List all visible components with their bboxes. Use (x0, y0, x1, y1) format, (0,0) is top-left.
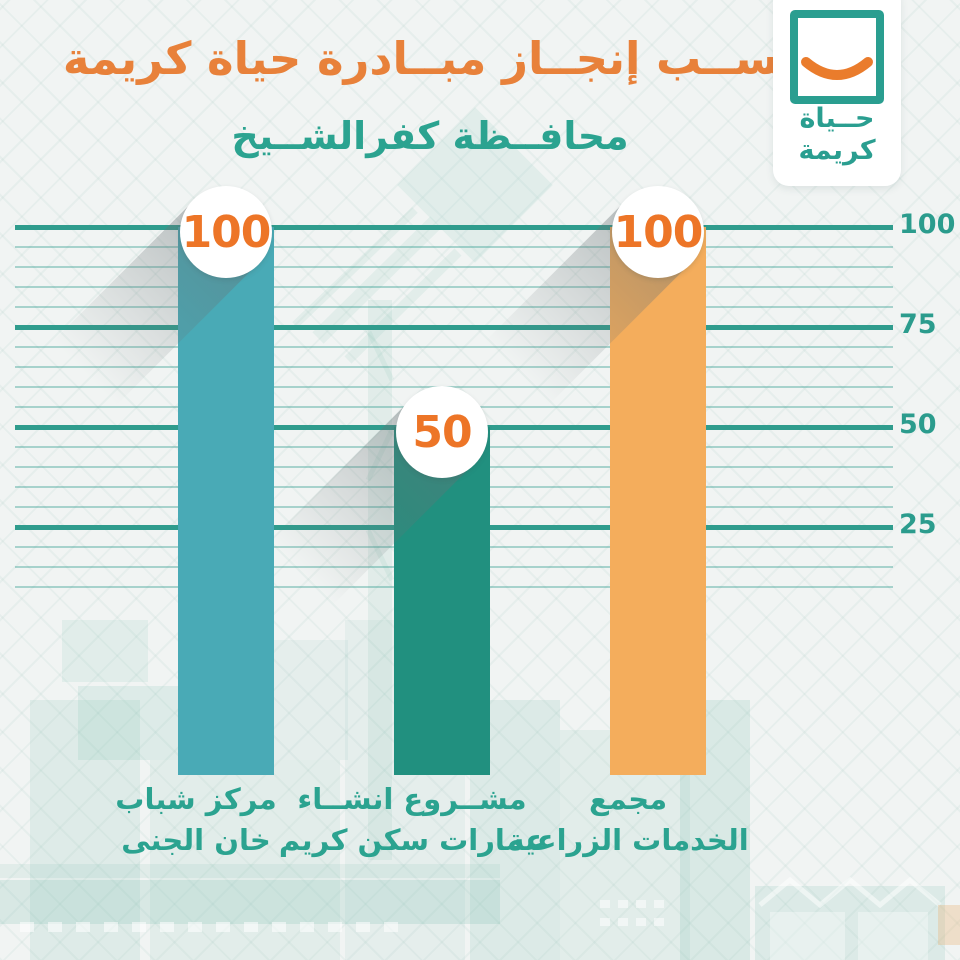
bar-label-line2: عمارات سكن كريم (278, 823, 546, 857)
bar-category-label: مركز شباب خان الجنى (56, 779, 336, 861)
bar-label-line1: مجمع (588, 782, 668, 816)
gridline-minor (15, 286, 893, 288)
bar-category-label: مشــروع انشــاء عمارات سكن كريم (272, 779, 552, 861)
bar-category-label: مجمع الخدمات الزراعية (488, 779, 768, 861)
y-axis-tick-label: 75 (899, 309, 937, 340)
gridline-minor (15, 246, 893, 248)
y-axis-tick-label: 100 (899, 209, 956, 240)
bar-3 (178, 227, 274, 775)
value-badge: 50 (396, 386, 488, 478)
bar-label-line2: الخدمات الزراعية (507, 823, 749, 857)
bar-1 (610, 227, 706, 775)
smile-icon (801, 57, 873, 80)
page-subtitle: محافــظة كفرالشــيخ (231, 114, 629, 158)
bar-label-line1: مركز شباب (115, 782, 277, 816)
logo-text-line2: كريمة (798, 135, 876, 166)
gridline-minor (15, 366, 893, 368)
bar-label-line1: مشــروع انشــاء (297, 782, 527, 816)
value-badge: 100 (180, 186, 272, 278)
logo-text-line1: حــياة (799, 103, 875, 134)
y-axis-tick-label: 25 (899, 509, 937, 540)
hayah-karima-logo: حــياة كريمة (773, 0, 901, 186)
gridline-major (15, 225, 893, 230)
bar-label-line2: خان الجنى (121, 823, 271, 857)
y-axis-tick-label: 50 (899, 409, 937, 440)
gridline-minor (15, 346, 893, 348)
bar-2 (394, 427, 490, 775)
badge-value: 50 (412, 406, 472, 458)
gridline-minor (15, 266, 893, 268)
logo-frame (790, 10, 884, 104)
badge-value: 100 (181, 206, 272, 258)
badge-value: 100 (613, 206, 704, 258)
page-title: نســب إنجــاز مبــادرة حياة كريمة (62, 32, 798, 85)
value-badge: 100 (612, 186, 704, 278)
gridline-minor (15, 306, 893, 308)
gridline-major (15, 325, 893, 330)
